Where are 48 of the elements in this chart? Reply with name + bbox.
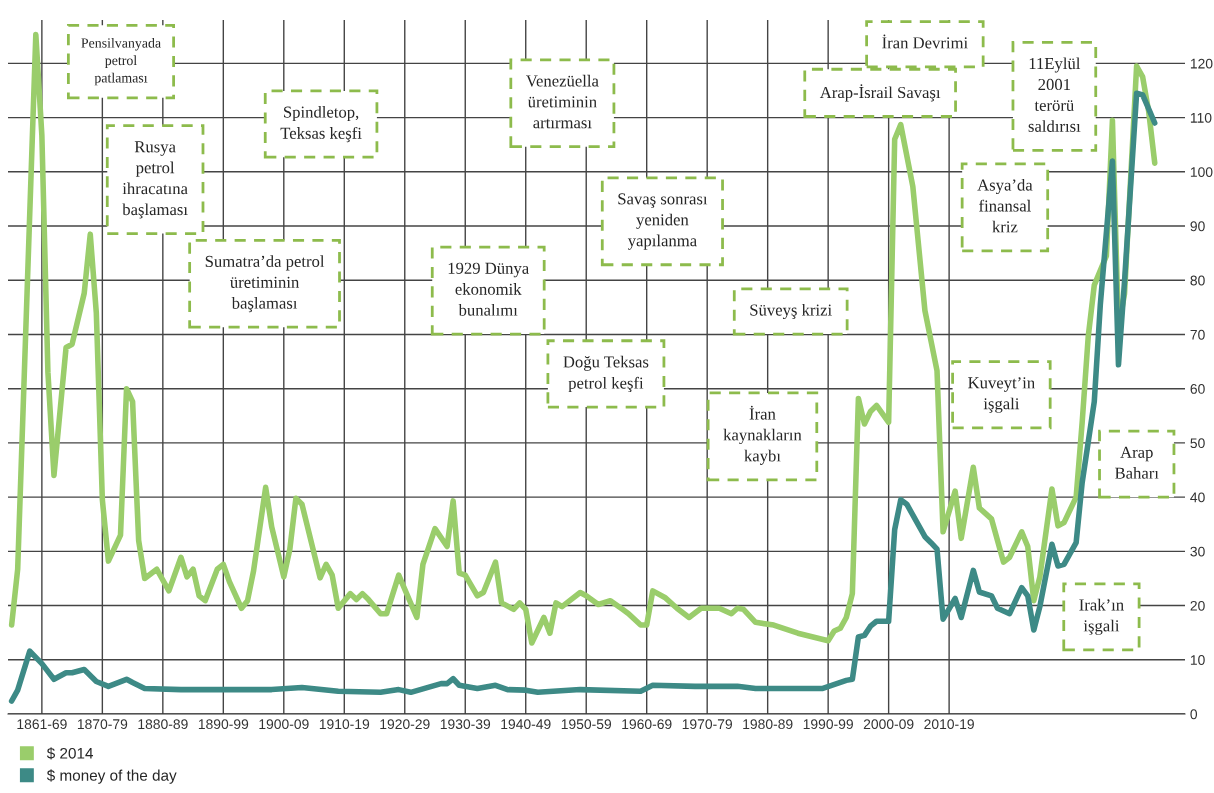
annotation: Savaş sonrası yeniden yapılanma <box>618 193 708 250</box>
annotation: 1929 Dünya ekonomik bunalımı <box>448 262 529 316</box>
y-tick-label: 30 <box>1190 546 1205 557</box>
annotation: Rusya petrol ihracatına başlaması <box>122 141 188 219</box>
y-tick-label: 20 <box>1190 600 1205 611</box>
annotation: İran Devrimi <box>882 34 968 49</box>
x-tick-label: 1940-49 <box>501 719 551 730</box>
y-tick-label: 90 <box>1190 221 1205 232</box>
y-tick-label: 10 <box>1190 655 1205 665</box>
annotation: Asya’da finansal kriz <box>977 178 1033 233</box>
annotation: Venezüella üretiminin artırması <box>526 74 599 129</box>
legend-label: $ money of the day <box>46 769 177 784</box>
legend-label: $ 2014 <box>46 747 94 760</box>
x-tick-label: 1920-29 <box>380 719 430 730</box>
y-tick-label: 50 <box>1190 438 1205 449</box>
x-tick-label: 2010-19 <box>924 719 974 730</box>
annotation: Kuveyt’in işgali <box>968 377 1035 413</box>
y-tick-label: 120 <box>1190 58 1213 69</box>
x-tick-label: 1861-69 <box>17 719 67 730</box>
annotation: 11Eylül 2001 terörü saldırısı <box>1028 57 1081 132</box>
annotation: Spindletop, Teksas keşfi <box>280 105 362 143</box>
y-tick-label: 70 <box>1190 329 1205 340</box>
annotation: İran kaynakların kaybı <box>723 405 802 465</box>
x-tick-label: 1980-89 <box>743 719 793 730</box>
annotation: Doğu Teksas petrol keşfi <box>563 355 649 393</box>
y-tick-label: 40 <box>1190 492 1205 503</box>
annotation: Arap-İsrail Savaşı <box>819 84 941 102</box>
y-tick-label: 80 <box>1190 275 1205 286</box>
annotation: Irak’ın işgali <box>1079 598 1124 635</box>
x-tick-label: 1890-99 <box>198 719 249 730</box>
x-tick-label: 1960-69 <box>622 719 672 730</box>
y-tick-label: 60 <box>1190 384 1205 394</box>
x-tick-label: 1900-09 <box>259 719 309 730</box>
x-tick-label: 1990-99 <box>803 719 853 730</box>
annotation: Pensilvanyada petrol patlaması <box>81 37 161 86</box>
y-tick-label: 100 <box>1190 167 1213 177</box>
x-tick-label: 1950-59 <box>561 719 612 730</box>
x-tick-label: 1870-79 <box>77 719 128 730</box>
y-tick-label: 0 <box>1190 709 1198 720</box>
x-tick-label: 1910-19 <box>319 719 370 730</box>
y-tick-label: 110 <box>1190 112 1212 123</box>
annotation: Süveyş krizi <box>750 303 832 320</box>
x-tick-label: 1880-89 <box>138 719 188 730</box>
annotation: Arap Baharı <box>1115 446 1159 479</box>
x-tick-label: 1970-79 <box>682 719 733 730</box>
x-tick-label: 1930-39 <box>440 719 491 730</box>
x-tick-label: 2000-09 <box>863 719 914 730</box>
annotation: Sumatra’da petrol üretiminin başlaması <box>205 255 325 313</box>
